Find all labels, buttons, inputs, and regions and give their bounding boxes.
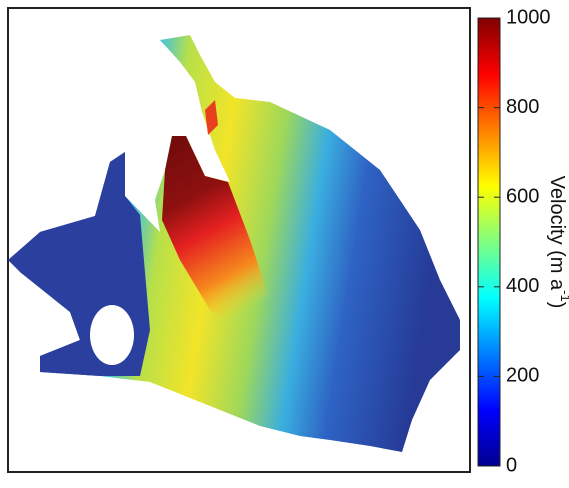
colorbar-tick-label: 400: [506, 275, 539, 297]
colorbar-tick-label: 200: [506, 365, 539, 387]
colorbar-tick-label: 0: [506, 454, 517, 476]
colorbar-tick-label: 1000: [506, 6, 551, 28]
label-text: Velocity (m a: [546, 176, 568, 291]
glacier-fast: [205, 100, 218, 135]
hole: [90, 305, 134, 365]
glacier-fast: [162, 136, 270, 340]
velocity-map: [8, 35, 460, 452]
label-superscript: -1: [558, 290, 569, 302]
colorbar-tick-label: 800: [506, 96, 539, 118]
colorbar: [477, 17, 501, 467]
colorbar-tick-label: 600: [506, 185, 539, 207]
colorbar-label: Velocity (m a-1): [546, 176, 569, 309]
label-end: ): [546, 302, 568, 309]
